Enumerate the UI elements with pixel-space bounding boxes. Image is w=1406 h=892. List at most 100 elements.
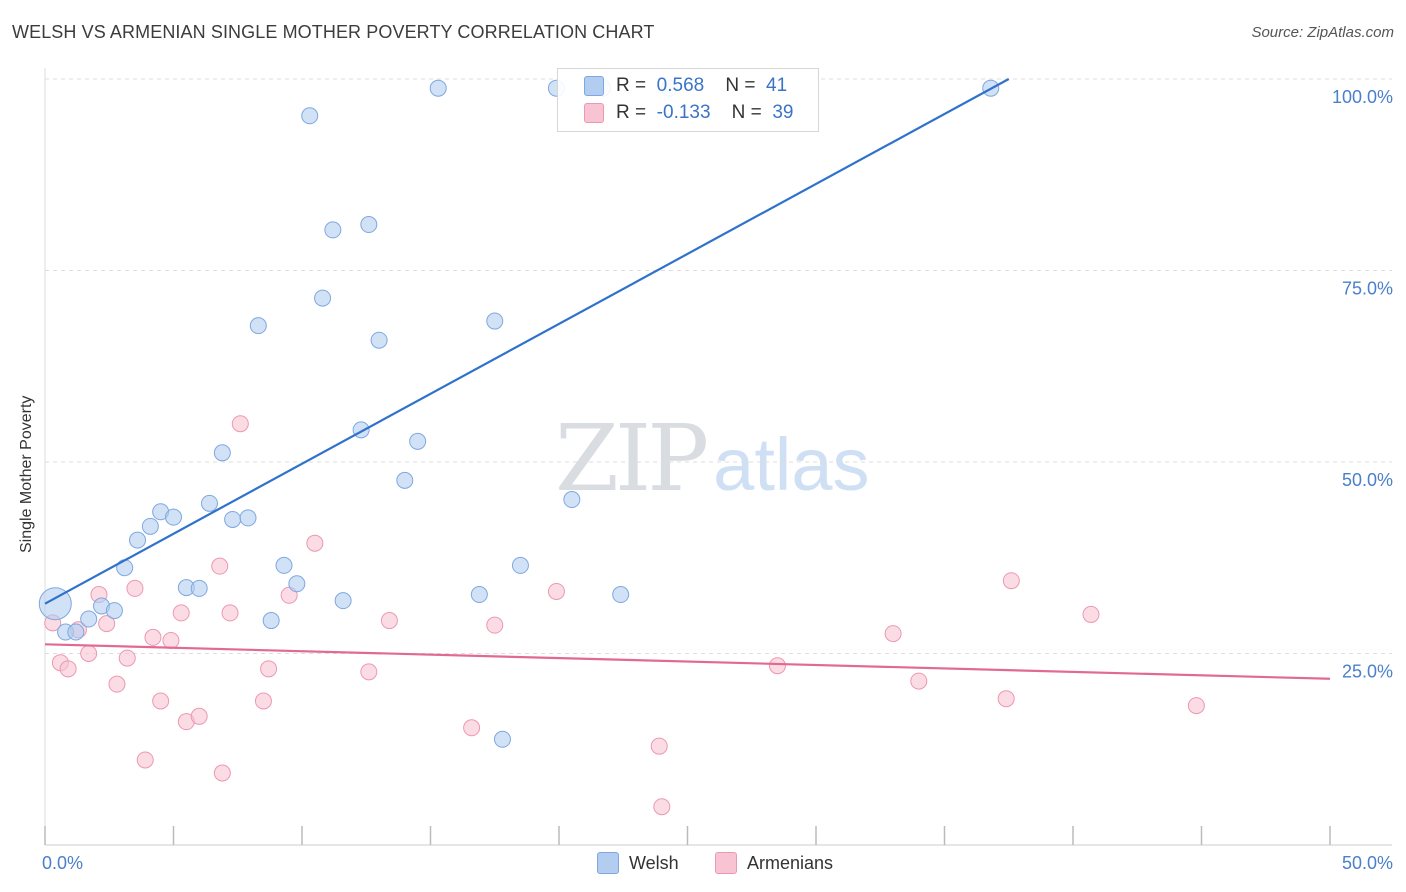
armenian-point — [59, 660, 77, 678]
correlation-legend: R = 0.568 N = 41 R = -0.133 N = 39 — [557, 68, 819, 132]
welsh-r-value: 0.568 — [656, 75, 705, 96]
welsh-point — [116, 559, 134, 577]
armenian-point — [653, 798, 671, 816]
welsh-point — [129, 531, 147, 549]
armenian-point — [190, 707, 208, 725]
welsh-point — [470, 586, 488, 604]
welsh-swatch — [584, 76, 604, 96]
armenians-trend-line — [44, 643, 1331, 680]
armenian-point — [1002, 572, 1020, 590]
armenian-point — [221, 604, 239, 622]
armenians-n-value: 39 — [772, 102, 794, 123]
y-tick-label: 75.0% — [1342, 279, 1393, 299]
source-attribution: Source: ZipAtlas.com — [1251, 24, 1394, 41]
welsh-point — [314, 289, 332, 307]
welsh-point — [563, 491, 581, 509]
armenian-point — [1187, 697, 1205, 715]
legend-armenians-label: Armenians — [747, 852, 834, 873]
armenian-point — [211, 557, 229, 575]
welsh-point — [262, 612, 280, 630]
welsh-n-label: N = — [725, 75, 756, 96]
welsh-point — [612, 586, 630, 604]
watermark-atlas: atlas — [713, 423, 870, 506]
welsh-points — [38, 79, 1000, 748]
welsh-point — [105, 602, 123, 620]
welsh-point — [141, 517, 159, 535]
armenians-points — [44, 415, 1205, 816]
armenian-point — [380, 612, 398, 630]
watermark-zip: ZIP — [555, 405, 709, 512]
x-tick-label: 0.0% — [42, 853, 83, 873]
welsh-n-value: 41 — [766, 75, 788, 96]
legend-welsh-swatch — [597, 852, 619, 874]
armenian-point — [463, 719, 481, 737]
y-tick-label: 25.0% — [1342, 662, 1393, 682]
welsh-point — [200, 494, 218, 512]
armenian-point — [162, 631, 180, 649]
welsh-point — [67, 623, 85, 641]
armenian-point — [260, 660, 278, 678]
legend-welsh-label: Welsh — [629, 852, 679, 873]
welsh-point — [396, 471, 414, 489]
armenians-stats: R = -0.133 N = 39 — [616, 102, 793, 124]
armenian-point — [910, 672, 928, 690]
welsh-point — [165, 508, 182, 526]
welsh-point — [486, 312, 504, 330]
legend-item-welsh[interactable]: Welsh — [597, 852, 679, 874]
welsh-point — [324, 221, 342, 239]
armenian-point — [768, 657, 786, 675]
welsh-point — [190, 579, 208, 597]
gridlines — [45, 78, 1392, 654]
welsh-point — [213, 444, 231, 462]
armenian-point — [126, 579, 144, 597]
trend-lines — [44, 78, 1331, 680]
welsh-trend-line — [44, 78, 1010, 605]
welsh-point — [288, 575, 306, 593]
armenian-point — [997, 690, 1015, 708]
welsh-point — [360, 216, 378, 234]
armenian-point — [486, 616, 504, 634]
armenian-point — [306, 534, 324, 552]
armenian-point — [213, 764, 231, 782]
y-tick-label: 50.0% — [1342, 470, 1393, 490]
armenian-point — [108, 675, 126, 693]
welsh-point — [38, 587, 72, 621]
welsh-point — [409, 432, 427, 450]
armenians-r-label: R = — [616, 102, 647, 123]
armenians-r-value: -0.133 — [656, 102, 711, 123]
welsh-r-label: R = — [616, 75, 647, 96]
armenian-point — [144, 628, 162, 646]
armenian-point — [152, 692, 170, 710]
welsh-point — [249, 317, 267, 335]
welsh-stats: R = 0.568 N = 41 — [616, 75, 787, 97]
armenian-point — [98, 615, 116, 633]
legend-armenians-swatch — [715, 852, 737, 874]
watermark: ZIP atlas — [555, 405, 869, 512]
tick-labels: 25.0% 50.0% 75.0% 100.0% 0.0% 50.0% — [42, 87, 1393, 873]
armenians-n-label: N = — [731, 102, 762, 123]
y-tick-label: 100.0% — [1332, 87, 1393, 107]
armenian-point — [360, 663, 378, 681]
chart-title: WELSH VS ARMENIAN SINGLE MOTHER POVERTY … — [12, 22, 655, 42]
x-tick-label: 50.0% — [1342, 853, 1393, 873]
armenian-point — [231, 415, 249, 433]
armenians-swatch — [584, 103, 604, 123]
y-axis-label: Single Mother Poverty — [18, 395, 35, 553]
axes — [44, 68, 1392, 846]
welsh-point — [370, 331, 388, 349]
welsh-point — [334, 592, 352, 610]
welsh-point — [80, 610, 98, 628]
legend-item-armenians[interactable]: Armenians — [715, 852, 833, 874]
welsh-point — [275, 556, 293, 574]
welsh-point — [239, 509, 257, 527]
armenian-point — [118, 649, 136, 667]
welsh-point — [301, 107, 319, 125]
armenian-point — [254, 692, 272, 710]
welsh-point — [493, 730, 511, 748]
armenian-point — [547, 582, 565, 600]
armenian-point — [80, 645, 98, 662]
armenian-point — [136, 751, 154, 769]
welsh-point — [224, 510, 242, 528]
armenian-point — [650, 737, 668, 755]
